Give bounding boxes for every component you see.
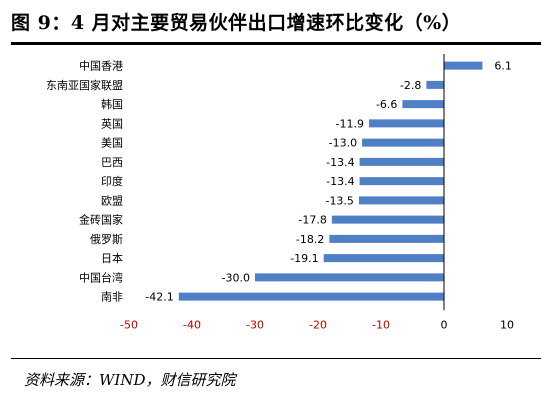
bar	[362, 138, 444, 147]
x-tick-label: -30	[246, 318, 264, 331]
bar	[359, 157, 444, 166]
x-tick-label: -10	[372, 318, 390, 331]
x-tick-label: -20	[309, 318, 327, 331]
category-label: 印度	[101, 174, 123, 188]
bar	[444, 61, 483, 70]
x-tick-label: 10	[500, 318, 514, 331]
category-label: 美国	[101, 137, 123, 150]
bars-group	[178, 61, 483, 301]
x-tick-label: -50	[120, 318, 138, 331]
data-label: -13.5	[325, 194, 353, 207]
bar	[331, 215, 444, 224]
bar	[323, 254, 444, 263]
source-note: 资料来源：WIND，财信研究院	[24, 371, 236, 389]
category-label: 巴西	[101, 156, 123, 169]
category-label: 中国香港	[79, 60, 123, 73]
title-rule	[11, 42, 541, 45]
category-label: 英国	[101, 116, 123, 130]
category-label: 金砖国家	[79, 213, 123, 227]
bar	[402, 100, 444, 109]
data-label: 6.1	[494, 60, 512, 73]
data-label: -2.8	[400, 79, 421, 92]
category-label: 韩国	[101, 97, 123, 111]
data-label: -17.8	[298, 214, 326, 227]
data-label: -11.9	[336, 117, 364, 130]
data-label: -19.1	[290, 252, 318, 265]
source-rule	[11, 358, 541, 359]
plot-background	[11, 46, 541, 354]
bar	[178, 292, 444, 301]
x-axis-group: -50 -40 -30 -20 -10 0 10	[120, 54, 514, 331]
x-tick-label: 0	[441, 318, 448, 331]
data-label: -13.4	[326, 156, 354, 169]
data-label: -18.2	[296, 233, 324, 246]
bar	[329, 234, 444, 243]
bar	[426, 80, 444, 89]
category-label: 日本	[101, 251, 123, 265]
chart-title: 图 9：4 月对主要贸易伙伴出口增速环比变化（%）	[11, 12, 462, 34]
category-label: 东南亚国家联盟	[46, 78, 123, 92]
data-label: -42.1	[145, 291, 173, 304]
x-tick-label: -40	[183, 318, 201, 331]
bar	[359, 177, 444, 186]
category-label: 欧盟	[101, 194, 123, 207]
data-label: -30.0	[222, 271, 250, 284]
category-label: 中国台湾	[79, 270, 123, 284]
value-labels-group: 6.1 -2.8-6.6 -11.9 -13.0 -13.4 -13.4 -13.5 -17.…	[145, 60, 512, 304]
bar	[358, 196, 444, 205]
bar	[369, 119, 444, 128]
data-label: -6.6	[376, 98, 397, 111]
data-label: -13.4	[326, 175, 354, 188]
bar	[255, 273, 444, 282]
category-label: 南非	[101, 291, 123, 304]
chart-area: 中国香港东南亚国家联盟韩国英国美国巴西印度欧盟金砖国家俄罗斯日本中国台湾南非 6…	[11, 46, 541, 354]
category-label: 俄罗斯	[90, 233, 123, 246]
data-label: -13.0	[329, 137, 357, 150]
